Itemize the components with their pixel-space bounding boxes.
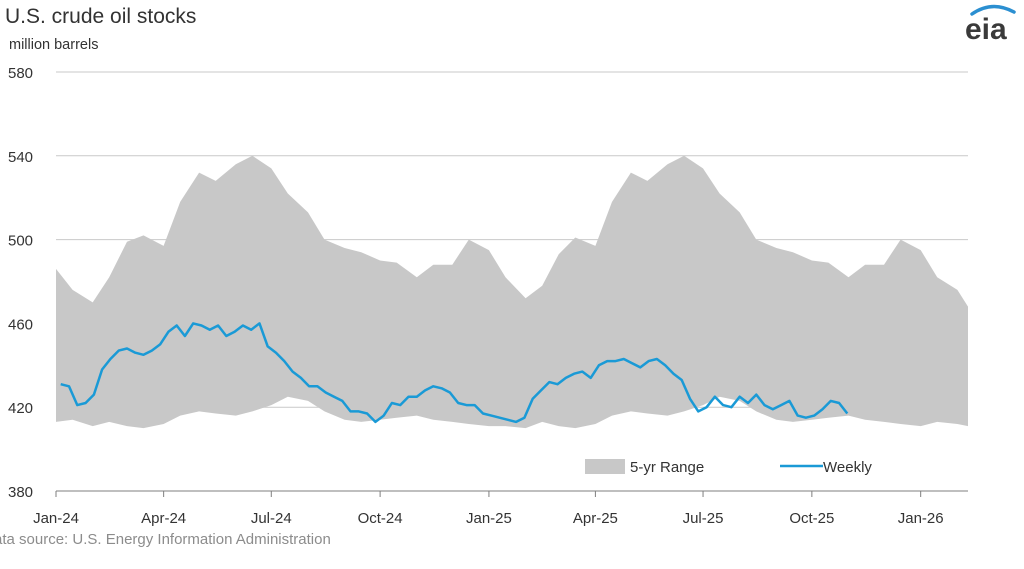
x-tick-label-oct-24: Oct-24	[358, 510, 403, 527]
x-tick-label-jul-25: Jul-25	[683, 510, 724, 527]
y-tick-label-380: 380	[8, 484, 33, 501]
x-tick-label-jan-25: Jan-25	[466, 510, 512, 527]
y-axis-unit-label: million barrels	[9, 37, 99, 53]
legend-label-5yr-range: 5-yr Range	[630, 459, 704, 476]
weekly-series-line	[60, 322, 849, 424]
y-tick-label-420: 420	[8, 400, 33, 417]
y-tick-label-540: 540	[8, 149, 33, 166]
five-year-range-band	[56, 155, 968, 429]
eia-logo-icon: eia	[964, 2, 1020, 46]
y-tick-label-580: 580	[8, 65, 33, 82]
x-tick-label-jan-26: Jan-26	[898, 510, 944, 527]
x-tick-label-jan-24: Jan-24	[33, 510, 79, 527]
x-axis	[55, 490, 968, 497]
y-tick-label-500: 500	[8, 233, 33, 250]
y-tick-label-460: 460	[8, 316, 33, 333]
legend: 5-yr Range Weekly	[585, 459, 872, 476]
legend-label-weekly: Weekly	[823, 459, 872, 476]
legend-swatch-5yr-range	[585, 459, 625, 474]
logo-text: eia	[965, 13, 1007, 42]
chart-title: U.S. crude oil stocks	[5, 5, 197, 28]
data-source-note: ata source: U.S. Energy Information Admi…	[0, 531, 331, 548]
x-tick-label-oct-25: Oct-25	[789, 510, 834, 527]
logo-swoosh	[970, 4, 1016, 16]
x-tick-label-apr-25: Apr-25	[573, 510, 618, 527]
x-tick-label-jul-24: Jul-24	[251, 510, 292, 527]
x-axis-tick-labels: Jan-24 Apr-24 Jul-24 Oct-24 Jan-25 Apr-25 Jul-…	[33, 510, 944, 527]
x-tick-label-apr-24: Apr-24	[141, 510, 186, 527]
y-axis-tick-labels: 380 420 460 500 540 580	[8, 65, 33, 501]
weekly-stocks-line	[60, 322, 849, 424]
five-year-range-area	[56, 155, 968, 429]
